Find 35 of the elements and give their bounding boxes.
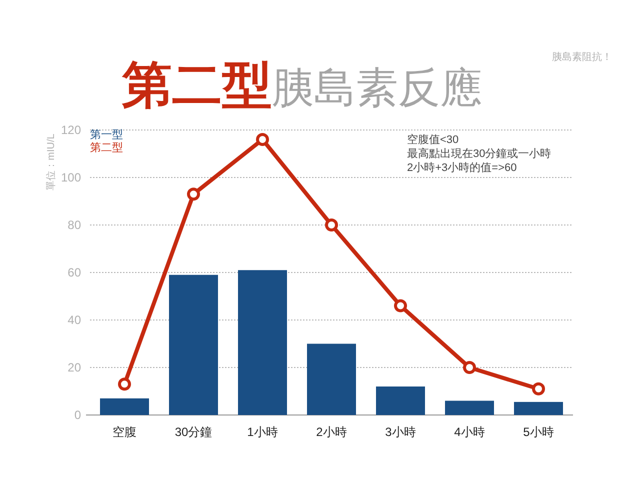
bar bbox=[100, 398, 149, 415]
chart-subtitle: 胰島素反應 bbox=[272, 64, 482, 111]
bar bbox=[238, 270, 287, 415]
y-tick-label: 120 bbox=[60, 123, 82, 137]
chart-title: 第二型 bbox=[121, 57, 272, 113]
y-tick-label: 100 bbox=[60, 170, 82, 184]
annotation: 空腹值<30 最高點出現在30分鐘或一小時 2小時+3小時的值=>60 bbox=[407, 133, 552, 174]
text: 胰島素阻抗！ bbox=[552, 51, 612, 63]
point bbox=[532, 382, 545, 396]
text: 第一型 bbox=[90, 129, 123, 141]
point bbox=[256, 133, 269, 146]
point bbox=[325, 218, 338, 232]
x-tick-label: 1小時 bbox=[247, 425, 278, 439]
x-tick-label: 5小時 bbox=[523, 425, 554, 439]
point bbox=[118, 378, 131, 391]
x-tick-label: 4小時 bbox=[454, 425, 485, 439]
bar bbox=[445, 400, 494, 415]
bar bbox=[514, 402, 563, 415]
x-tick-label: 30分鐘 bbox=[174, 425, 212, 439]
point bbox=[394, 299, 407, 312]
bar bbox=[307, 344, 356, 415]
y-tick-label: 0 bbox=[74, 408, 82, 422]
bar bbox=[169, 274, 218, 415]
y-tick-label: 20 bbox=[68, 360, 82, 374]
x-tick-label: 2小時 bbox=[316, 425, 347, 439]
point bbox=[463, 361, 476, 374]
x-tick-label: 空腹 bbox=[112, 425, 136, 439]
y-tick-label: 80 bbox=[68, 218, 82, 232]
bar bbox=[376, 386, 425, 415]
x-tick-label: 3小時 bbox=[385, 425, 416, 439]
y-axis-title: 單位：mIU/L bbox=[45, 133, 57, 190]
y-tick-label: 40 bbox=[68, 313, 82, 327]
y-tick-label: 60 bbox=[68, 266, 82, 280]
text: 第二型 bbox=[90, 142, 123, 154]
point bbox=[187, 188, 200, 201]
